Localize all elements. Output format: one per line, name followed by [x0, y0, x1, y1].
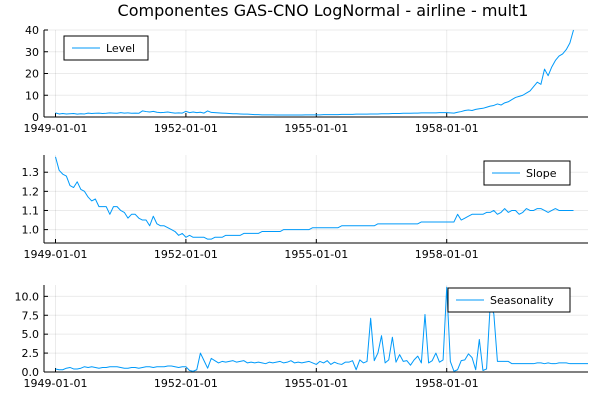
- y-tick-label: 1.1: [22, 204, 40, 217]
- legend: Slope: [483, 160, 571, 186]
- legend: Seasonality: [447, 287, 571, 313]
- x-tick-label: 1958-01-01: [415, 248, 479, 261]
- x-tick-label: 1955-01-01: [284, 248, 348, 261]
- x-tick-label: 1958-01-01: [415, 377, 479, 390]
- panel-level: 0 10 20 30 40 1949-01-01 1952-01-01 1955-01-01 1…: [24, 24, 588, 135]
- legend-label: Seasonality: [490, 294, 554, 307]
- legend-label: Slope: [526, 167, 557, 180]
- x-tick-label: 1949-01-01: [24, 122, 88, 135]
- series-line-seasonality: [55, 286, 588, 372]
- legend-label: Level: [106, 42, 135, 55]
- y-tick-label: 1.3: [22, 166, 40, 179]
- series-line-slope: [55, 156, 574, 240]
- y-tick-label: 20: [25, 68, 39, 81]
- x-tick-label: 1949-01-01: [24, 377, 88, 390]
- x-tick-label: 1955-01-01: [284, 377, 348, 390]
- x-tick-label: 1955-01-01: [284, 122, 348, 135]
- series-line-level: [55, 29, 574, 116]
- x-tick-label: 1958-01-01: [415, 122, 479, 135]
- y-tick-label: 10.0: [15, 290, 40, 303]
- y-tick-label: 30: [25, 46, 39, 59]
- panel-seasonality: 0.0 2.5 5.0 7.5 10.0 1949-01-01 1952-01-01 1955…: [15, 285, 588, 390]
- panel-slope: 1.0 1.1 1.2 1.3 1949-01-01 1952-01-01 1955-01-…: [22, 155, 588, 261]
- x-tick-label: 1952-01-01: [154, 122, 218, 135]
- y-tick-label: 5.0: [22, 328, 40, 341]
- x-tick-label: 1952-01-01: [154, 377, 218, 390]
- x-tick-label: 1949-01-01: [24, 248, 88, 261]
- y-tick-label: 0: [32, 111, 39, 124]
- y-tick-label: 1.0: [22, 224, 40, 237]
- y-tick-label: 10: [25, 89, 39, 102]
- y-tick-label: 1.2: [22, 185, 40, 198]
- x-tick-label: 1952-01-01: [154, 248, 218, 261]
- y-tick-label: 0.0: [22, 366, 40, 379]
- chart-title: Componentes GAS-CNO LogNormal - airline …: [118, 1, 529, 20]
- y-tick-label: 40: [25, 24, 39, 37]
- y-tick-label: 2.5: [22, 347, 40, 360]
- legend: Level: [63, 35, 149, 61]
- y-tick-label: 7.5: [22, 309, 40, 322]
